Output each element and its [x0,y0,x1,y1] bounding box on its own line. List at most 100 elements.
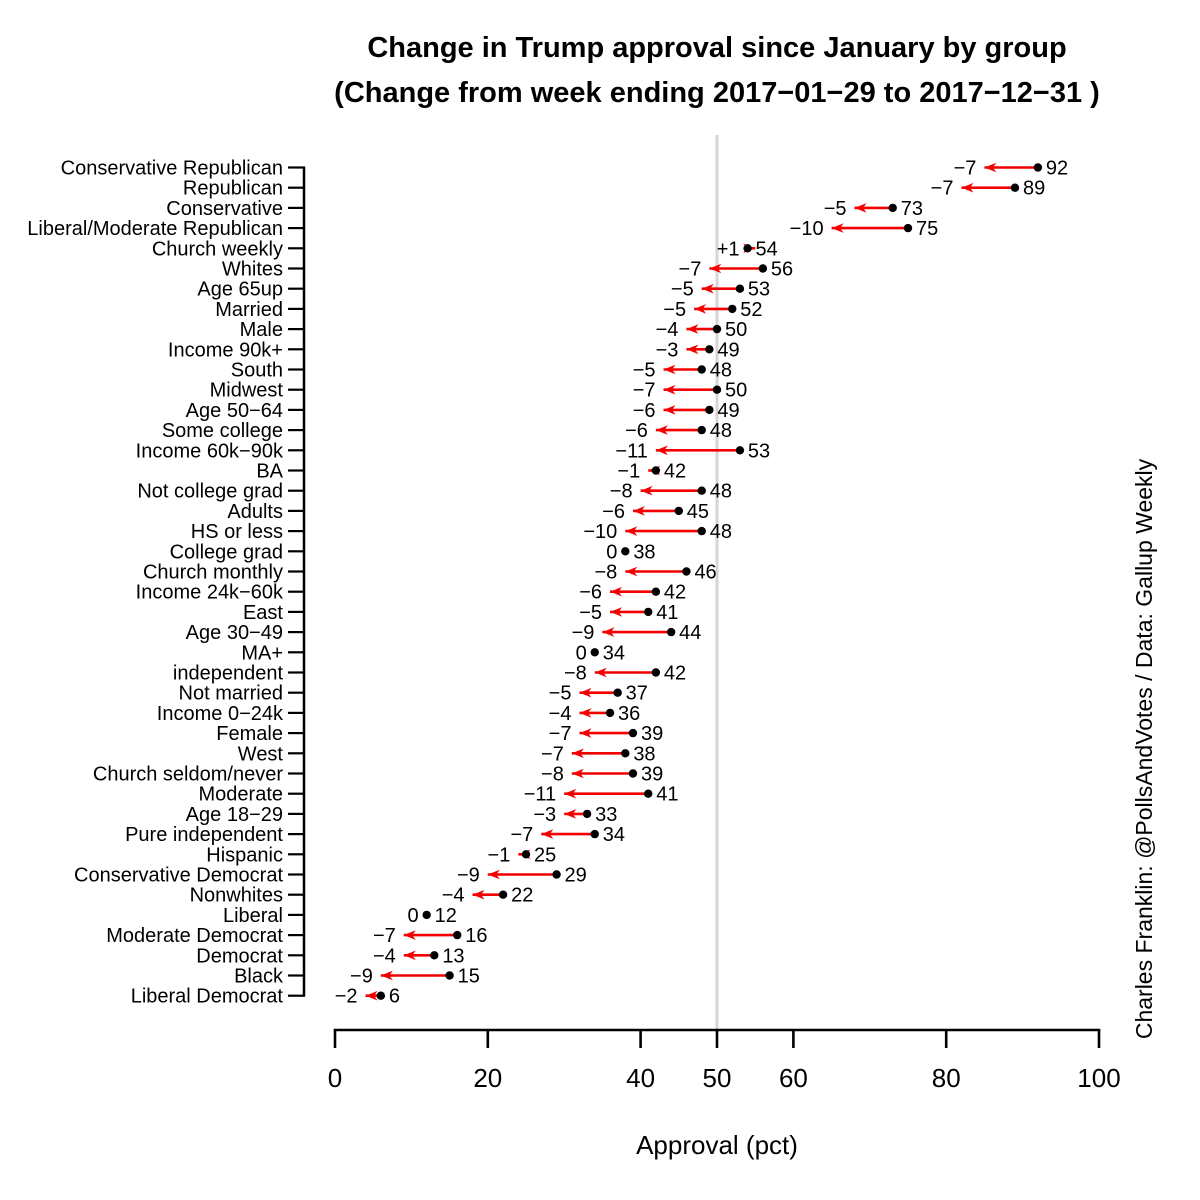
change-arrow-head [487,869,500,880]
value-label: 75 [916,218,938,240]
change-arrow-head [610,586,623,597]
value-label: 48 [710,420,732,442]
category-label: Some college [162,420,283,442]
category-label: East [243,602,283,624]
change-arrow-head [541,829,554,839]
change-arrow-head [403,950,416,961]
change-arrow-head [403,930,416,940]
change-arrow-head [640,485,653,496]
chart-subtitle: (Change from week ending 2017−01−29 to 2… [334,77,1100,109]
change-arrow-head [602,627,615,637]
category-label: Married [215,299,283,321]
value-dot [552,870,561,879]
category-label: Liberal [223,905,283,927]
value-label: 46 [694,562,716,584]
change-label: 0 [606,541,617,563]
category-label: Not college grad [137,481,283,503]
category-label: South [231,360,283,382]
category-label: Age 18−29 [186,804,283,826]
value-dot [666,627,676,637]
value-dot [1010,183,1020,192]
value-label: 44 [679,622,701,644]
change-label: −3 [656,339,679,361]
value-label: 15 [458,966,480,988]
change-label: −7 [679,259,702,281]
change-arrow-head [571,768,584,779]
change-label: −7 [510,824,533,846]
category-label: HS or less [191,521,283,543]
change-label: −1 [617,461,640,483]
change-label: −5 [579,602,602,624]
category-label: Female [216,723,283,745]
value-label: 12 [435,905,457,927]
change-label: −7 [633,380,656,402]
category-label: Income 90k+ [168,339,283,361]
value-dot [674,506,683,516]
value-dot [712,324,722,334]
category-label: Church seldom/never [93,764,283,786]
change-arrow-head [686,324,699,334]
value-label: 25 [534,844,556,866]
value-label: 52 [740,299,762,321]
value-label: 45 [687,501,709,523]
change-arrow-head [571,748,584,759]
value-label: 53 [748,440,770,462]
change-label: −11 [615,440,647,462]
change-label: −8 [564,663,587,685]
value-dot [422,910,431,920]
x-axis-tick-label: 50 [703,1063,732,1093]
value-dot [888,203,897,213]
change-arrow-head [686,344,699,355]
change-label: −11 [524,784,556,806]
change-arrow-head [709,263,722,274]
category-label: Whites [222,259,283,281]
category-label: Hispanic [206,844,283,866]
value-label: 34 [603,824,625,846]
value-label: 34 [603,642,625,664]
value-dot [621,547,630,556]
value-dot [582,809,592,819]
value-dot [644,607,653,617]
change-label: −9 [457,865,480,887]
category-label: Conservative Republican [61,158,283,180]
value-dot [430,951,439,960]
change-arrow-head [694,304,707,314]
value-label: 42 [664,663,686,685]
change-label: −4 [442,885,465,907]
value-dot [521,850,531,859]
category-label: Income 0−24k [157,703,284,725]
change-label: −5 [824,198,847,220]
change-arrow-head [984,162,997,173]
value-label: 49 [717,339,739,361]
category-label: Income 24k−60k [136,582,284,604]
value-label: 50 [725,319,747,341]
value-dot [758,264,768,273]
x-axis-tick-label: 60 [779,1063,808,1093]
category-label: West [238,743,284,765]
change-label: −5 [663,299,686,321]
change-label: −7 [549,723,572,745]
value-label: 48 [710,481,732,503]
value-label: 37 [626,683,648,705]
value-dot [651,587,661,596]
category-label: Not married [179,683,283,705]
value-dot [697,425,706,435]
value-dot [613,688,622,697]
category-label: MA+ [241,642,283,664]
change-label: −10 [583,521,617,543]
value-dot [605,708,615,718]
value-dot [712,385,722,394]
category-label: Moderate Democrat [106,925,283,947]
change-label: −7 [541,743,564,765]
value-dot [697,486,706,495]
change-label: −8 [595,562,618,584]
change-label: −3 [533,804,556,826]
value-label: 56 [771,259,793,281]
category-label: Midwest [210,380,284,402]
x-axis-tick-label: 100 [1077,1063,1120,1093]
value-dot [697,526,706,536]
x-axis-tick-label: 40 [626,1063,655,1093]
change-arrow-head [854,203,867,213]
